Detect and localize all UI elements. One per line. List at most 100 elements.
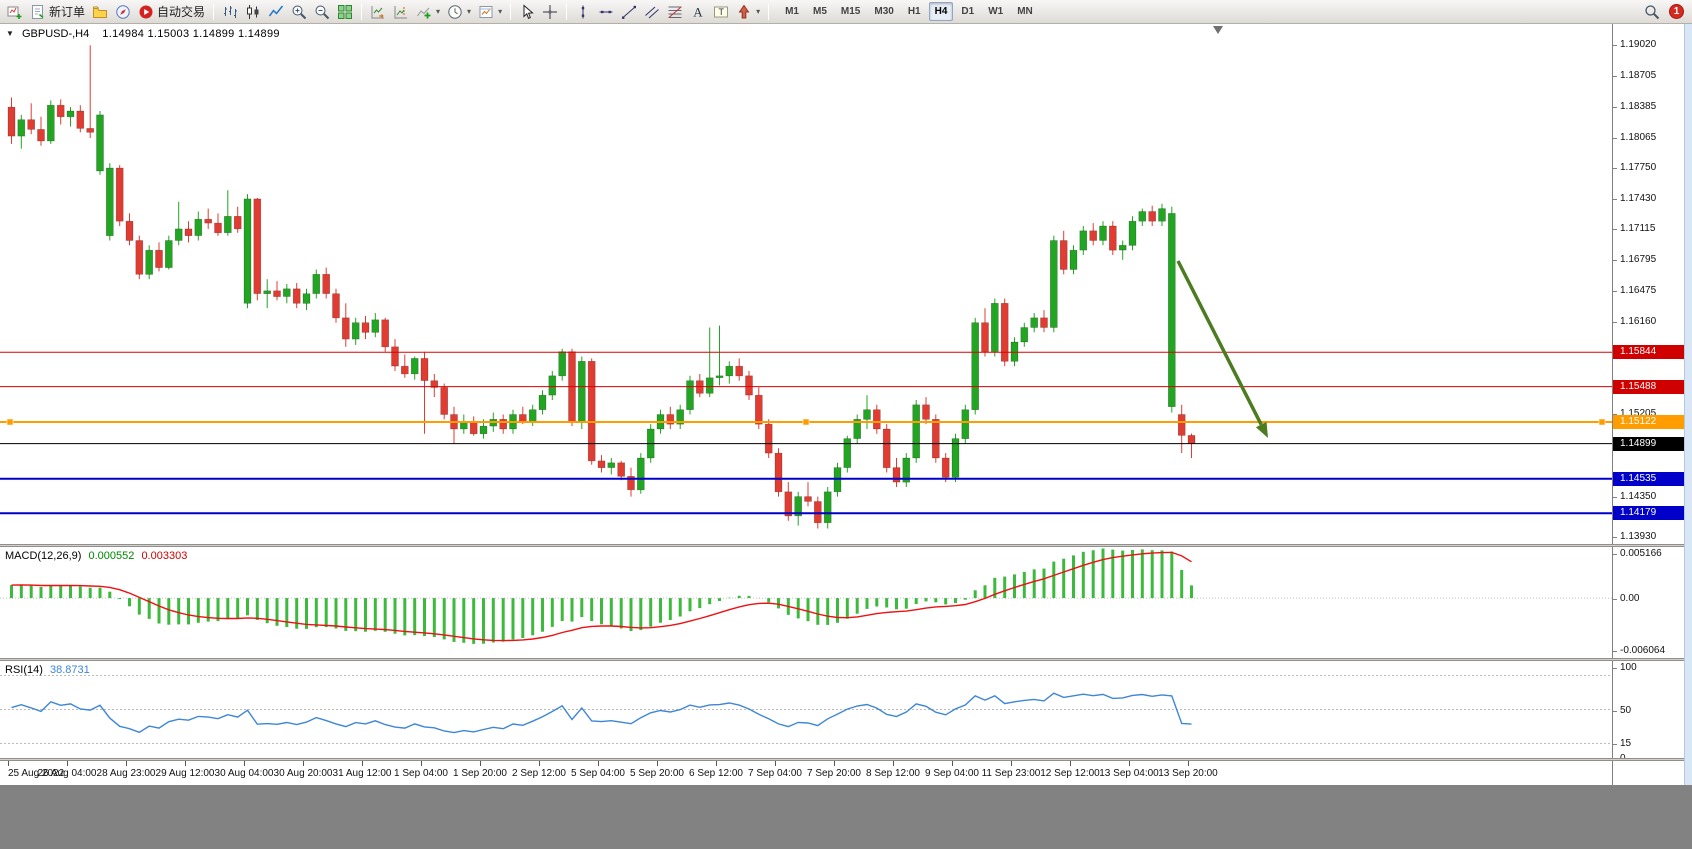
- toolbar-separator: [768, 3, 770, 20]
- time-axis[interactable]: 25 Aug 2022 26 Aug 04:00 28 Aug 23:00 29 Au…: [0, 761, 1612, 785]
- timeframe-bar: M1 M5 M15 M30 H1 H4 D1 W1 MN: [779, 2, 1039, 21]
- price-scale-label: 1.18385: [1611, 100, 1657, 112]
- dropdown-caret-icon[interactable]: ▾: [467, 7, 472, 16]
- price-scale-label: 1.16160: [1611, 315, 1657, 327]
- vertical-line-icon[interactable]: [572, 2, 594, 22]
- vertical-line-icon: [575, 4, 591, 20]
- vertical-scrollbar[interactable]: [1684, 24, 1692, 785]
- time-axis-tick: [1188, 761, 1189, 766]
- price-badge-1.14535: 1.14535: [1613, 471, 1684, 486]
- macd-scale-label: 0.005166: [1612, 548, 1662, 559]
- macd-value-signal: 0.003303: [141, 550, 188, 562]
- toolbar: 新订单 自动交易 ▾ ▾ ▾ A T ▾ M1 M5 M15 M30 H1 H4 D1 W1 MN 1: [0, 0, 1692, 24]
- rsi-pane-splitter[interactable]: [0, 658, 1684, 661]
- hline-handle[interactable]: [6, 418, 14, 426]
- main-chart-canvas[interactable]: [0, 24, 1612, 544]
- price-scale[interactable]: 1.19020 1.18705 1.18385 1.18065 1.17750 1.174…: [1611, 24, 1684, 785]
- horizontal-line-icon[interactable]: [595, 2, 617, 22]
- new-order-button[interactable]: 新订单: [27, 2, 88, 22]
- time-axis-label: 8 Sep 12:00: [866, 768, 920, 779]
- periods-icon[interactable]: ▾: [444, 2, 474, 22]
- time-axis-tick: [1011, 761, 1012, 766]
- macd-pane-canvas[interactable]: [0, 547, 1612, 658]
- dropdown-caret-icon[interactable]: ▾: [756, 7, 761, 16]
- macd-pane-splitter[interactable]: [0, 544, 1684, 547]
- trendline-icon[interactable]: [618, 2, 640, 22]
- text-icon[interactable]: A: [687, 2, 709, 22]
- time-axis-label: 9 Sep 04:00: [925, 768, 979, 779]
- line-chart-icon[interactable]: [265, 2, 287, 22]
- time-axis-label: 7 Sep 04:00: [748, 768, 802, 779]
- toolbar-separator: [361, 3, 363, 20]
- trend-arrow-annotation[interactable]: [1176, 260, 1268, 438]
- charts-profile-icon[interactable]: [89, 2, 111, 22]
- timeframe-m30-button[interactable]: M30: [874, 6, 894, 17]
- chart-title: ▼ GBPUSD-,H4 1.14984 1.15003 1.14899 1.1…: [6, 28, 280, 40]
- price-scale-label: 1.15205: [1611, 408, 1657, 419]
- rsi-name: RSI(14): [5, 664, 43, 676]
- timeframe-m5-button[interactable]: M5: [813, 6, 827, 17]
- timeframe-m15-button[interactable]: M15: [840, 6, 861, 17]
- rsi-label: RSI(14) 38.8731: [5, 664, 90, 676]
- chart-shift-icon[interactable]: [390, 2, 412, 22]
- search-button[interactable]: [1641, 2, 1663, 22]
- zoom-in-icon[interactable]: [288, 2, 310, 22]
- navigator-icon[interactable]: [112, 2, 134, 22]
- fibonacci-icon[interactable]: [664, 2, 686, 22]
- auto-trading-button: [138, 4, 154, 20]
- crosshair-icon[interactable]: [539, 2, 561, 22]
- periods-icon: [447, 4, 463, 20]
- tile-windows-icon[interactable]: [334, 2, 356, 22]
- timeframe-m1-button[interactable]: M1: [785, 6, 799, 17]
- bar-chart-icon: [222, 4, 238, 20]
- timeframe-mn-button[interactable]: MN: [1017, 6, 1033, 17]
- new-chart-icon[interactable]: [4, 2, 26, 22]
- time-axis-tick: [421, 761, 422, 766]
- hline-handle[interactable]: [1598, 418, 1606, 426]
- time-axis-tick: [244, 761, 245, 766]
- timeframe-w1-button[interactable]: W1: [988, 6, 1004, 17]
- candlestick-chart-icon[interactable]: [242, 2, 264, 22]
- cursor-icon[interactable]: [516, 2, 538, 22]
- hline-1.15122[interactable]: [0, 418, 1612, 426]
- time-axis-splitter: [0, 758, 1684, 761]
- auto-scroll-icon[interactable]: [367, 2, 389, 22]
- new-order-button-label: 新订单: [49, 5, 86, 19]
- price-scale-label: 1.17115: [1611, 223, 1656, 235]
- dropdown-caret-icon[interactable]: ▾: [498, 7, 503, 16]
- candlestick-chart-icon: [245, 4, 261, 20]
- time-axis-tick: [952, 761, 953, 766]
- time-axis-label: 30 Aug 04:00: [214, 768, 274, 779]
- bar-chart-icon[interactable]: [219, 2, 241, 22]
- zoom-out-icon[interactable]: [311, 2, 333, 22]
- macd-scale-label: -0.006064: [1611, 645, 1666, 656]
- timeframe-h4-button[interactable]: H4: [928, 2, 954, 21]
- rsi-pane-canvas[interactable]: [0, 661, 1612, 758]
- indicators-icon[interactable]: ▾: [413, 2, 443, 22]
- time-axis-label: 30 Aug 20:00: [273, 768, 333, 779]
- label-icon[interactable]: T: [710, 2, 732, 22]
- timeframe-h1-button[interactable]: H1: [907, 6, 921, 17]
- price-scale-label: 1.18065: [1611, 131, 1657, 143]
- timeframe-d1-button[interactable]: D1: [961, 6, 975, 17]
- time-axis-label: 5 Sep 20:00: [630, 768, 684, 779]
- time-axis-tick: [1129, 761, 1130, 766]
- templates-icon[interactable]: ▾: [475, 2, 505, 22]
- macd-name: MACD(12,26,9): [5, 550, 82, 562]
- hline-handle[interactable]: [802, 418, 810, 426]
- macd-scale-label: 0.00: [1611, 593, 1640, 605]
- arrows-icon[interactable]: ▾: [733, 2, 763, 22]
- label-icon: T: [713, 4, 729, 20]
- price-badge-1.15488: 1.15488: [1613, 379, 1684, 394]
- time-axis-tick: [303, 761, 304, 766]
- notification-badge[interactable]: 1: [1669, 4, 1684, 19]
- chart-shift-icon: [393, 4, 409, 20]
- dropdown-caret-icon[interactable]: ▾: [436, 7, 441, 16]
- search-icon: [1644, 4, 1660, 20]
- channel-icon[interactable]: [641, 2, 663, 22]
- auto-trading-button[interactable]: 自动交易: [135, 2, 208, 22]
- toolbar-separator: [566, 3, 568, 20]
- rsi-line: [11, 692, 1192, 734]
- time-axis-label: 13 Sep 20:00: [1158, 768, 1218, 779]
- chart-menu-caret-icon[interactable]: ▼: [6, 29, 14, 38]
